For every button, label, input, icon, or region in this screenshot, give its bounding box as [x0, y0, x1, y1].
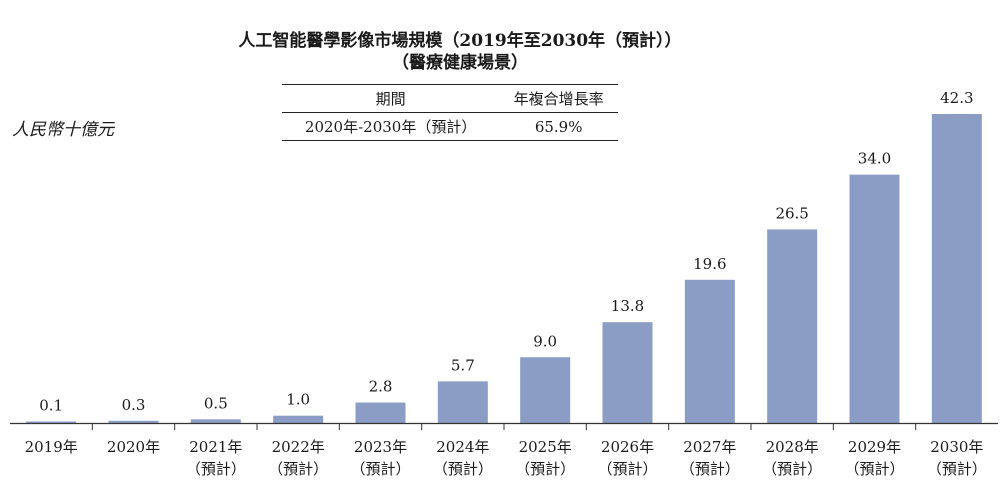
x-tick-label: （預計） [433, 460, 493, 478]
x-tick-label: （預計） [515, 460, 575, 478]
x-tick-label: 2030年 [930, 438, 983, 456]
bar [602, 322, 653, 423]
x-tick-label: （預計） [268, 460, 328, 478]
bar [684, 279, 735, 423]
bar [26, 421, 77, 423]
x-tick-label: 2022年 [272, 438, 325, 456]
x-tick-label: 2019年 [25, 438, 78, 456]
cagr-table: 期間 年複合增長率 2020年-2030年（預計） 65.9% [282, 84, 618, 141]
data-label: 0.5 [204, 394, 228, 412]
x-tick-label: 2029年 [848, 438, 901, 456]
chart-title: 人工智能醫學影像市場規模（2019年至2030年（預計）） [238, 31, 682, 51]
data-label: 5.7 [451, 356, 475, 374]
data-label: 1.0 [286, 391, 310, 409]
data-label: 42.3 [940, 89, 973, 107]
cagr-table-row: 2020年-2030年（預計） 65.9% [282, 112, 618, 141]
x-tick-label: 2021年 [189, 438, 242, 456]
bar [190, 419, 241, 423]
bar [767, 229, 818, 423]
data-label: 0.3 [122, 396, 146, 414]
x-tick-label: 2023年 [354, 438, 407, 456]
data-label: 9.0 [533, 332, 557, 350]
cagr-period-value: 2020年-2030年（預計） [282, 112, 500, 141]
bar [108, 420, 159, 423]
data-label: 34.0 [858, 150, 891, 168]
data-label: 2.8 [369, 378, 393, 396]
x-tick-label: （預計） [927, 460, 987, 478]
x-tick-label: （預計） [844, 460, 904, 478]
x-tick-label: 2027年 [683, 438, 736, 456]
x-tick-label: （預計） [186, 460, 246, 478]
x-tick-label: 2020年 [107, 438, 160, 456]
x-tick-label: 2025年 [519, 438, 572, 456]
bar [931, 114, 982, 423]
cagr-header-rate: 年複合增長率 [499, 84, 618, 113]
data-label: 0.1 [39, 397, 63, 415]
x-tick-label: （預計） [680, 460, 740, 478]
x-tick-label: （預計） [350, 460, 410, 478]
x-tick-label: 2028年 [766, 438, 819, 456]
data-label: 19.6 [693, 255, 726, 273]
cagr-rate-value: 65.9% [499, 112, 618, 141]
bar [437, 381, 488, 423]
y-axis-unit-label: 人民幣十億元 [12, 120, 114, 140]
bar [849, 174, 900, 423]
data-label: 13.8 [611, 297, 644, 315]
chart-subtitle: （醫療健康場景） [392, 53, 528, 73]
x-tick-label: （預計） [597, 460, 657, 478]
data-label: 26.5 [775, 204, 808, 222]
cagr-header-period: 期間 [282, 84, 500, 113]
cagr-table-header-row: 期間 年複合增長率 [282, 84, 618, 113]
bar [520, 357, 571, 423]
bar [273, 415, 324, 423]
x-tick-label: 2024年 [436, 438, 489, 456]
bar [355, 402, 406, 423]
x-tick-label: 2026年 [601, 438, 654, 456]
x-tick-label: （預計） [762, 460, 822, 478]
